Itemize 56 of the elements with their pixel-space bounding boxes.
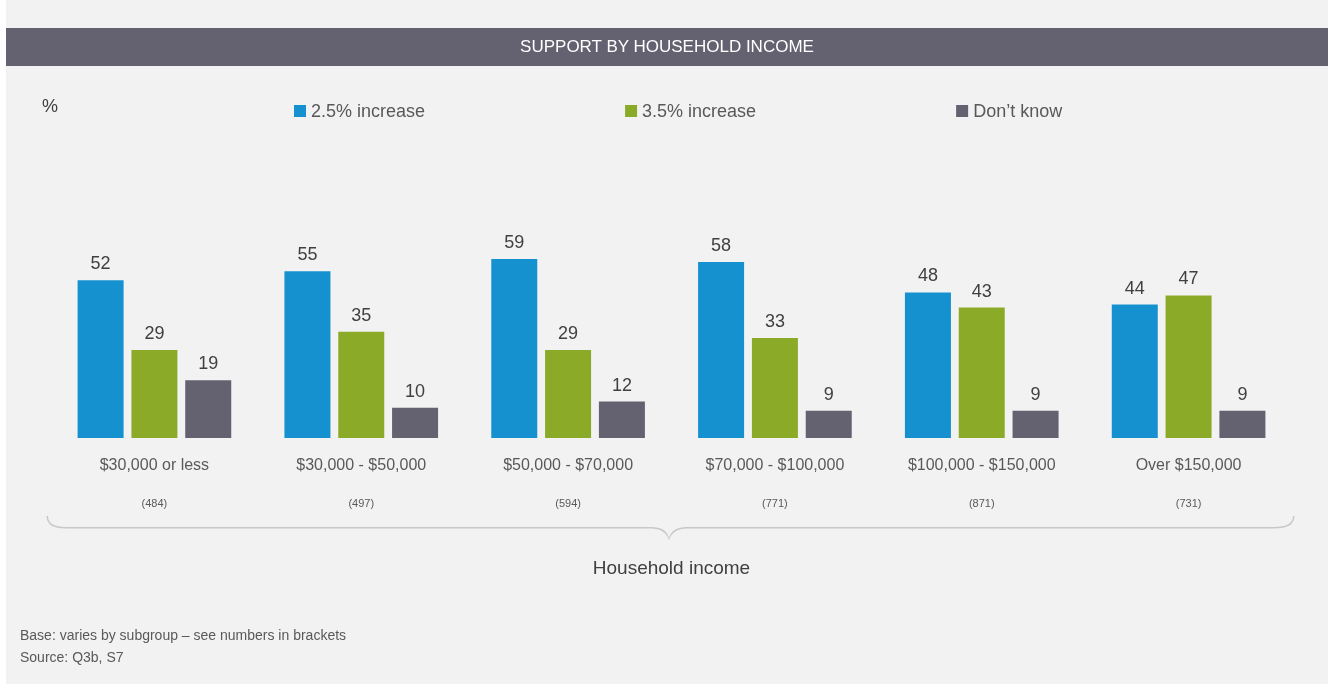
data-label: 44 <box>1124 277 1145 298</box>
chart-title: SUPPORT BY HOUSEHOLD INCOME <box>6 28 1328 66</box>
data-label: 48 <box>917 265 938 286</box>
data-label: 55 <box>297 244 318 265</box>
text: (497) <box>348 496 375 509</box>
text: (871) <box>968 496 995 509</box>
text: (484) <box>141 496 168 509</box>
bar <box>392 407 439 438</box>
text: % <box>42 96 59 116</box>
text: (731) <box>1175 496 1202 509</box>
data-label: 43 <box>971 280 992 301</box>
bar <box>1111 304 1158 438</box>
bar <box>185 380 232 438</box>
text: (771) <box>762 496 788 509</box>
text: (594) <box>555 496 581 509</box>
x-tick-label: $30,000 - $50,000 <box>296 455 427 473</box>
data-label: 29 <box>558 323 579 344</box>
data-label: 29 <box>144 323 165 344</box>
legend-label: 2.5% increase <box>311 101 426 121</box>
source-note: Source: Q3b, S7 <box>20 649 124 665</box>
bar <box>1219 410 1266 438</box>
bar <box>904 292 951 438</box>
bar <box>284 271 331 438</box>
x-tick-label: $50,000 - $70,000 <box>503 455 634 473</box>
data-label: 12 <box>611 374 632 395</box>
legend-label: Don’t know <box>973 101 1064 121</box>
data-label: 47 <box>1178 268 1199 289</box>
x-tick-label: $70,000 - $100,000 <box>705 455 845 473</box>
data-label: 9 <box>1030 383 1041 404</box>
bar <box>698 262 745 438</box>
data-label: 19 <box>198 353 219 374</box>
bar <box>491 259 538 438</box>
bar <box>131 350 178 438</box>
data-label: 9 <box>1237 383 1248 404</box>
data-label: 58 <box>711 235 732 256</box>
bar <box>1012 410 1059 438</box>
data-label: 52 <box>90 253 111 274</box>
bar <box>598 401 645 438</box>
x-tick-label: Over $150,000 <box>1135 455 1242 473</box>
bar <box>77 280 124 438</box>
bar <box>338 331 385 438</box>
text: Base: varies by subgroup – see numbers in brackets <box>20 627 347 643</box>
bar <box>805 410 852 438</box>
data-label: 35 <box>351 304 372 325</box>
legend-label: 3.5% increase <box>642 101 757 121</box>
data-label: 33 <box>764 310 785 331</box>
data-label: 9 <box>823 383 834 404</box>
bar <box>958 307 1005 438</box>
bar <box>1165 295 1212 438</box>
data-label: 59 <box>504 232 525 253</box>
x-tick-label: $100,000 - $150,000 <box>907 455 1056 473</box>
bar <box>751 337 798 438</box>
bar <box>545 350 592 438</box>
x-tick-label: $30,000 or less <box>99 455 210 473</box>
x-axis-title: Household income <box>592 557 751 578</box>
data-label: 10 <box>405 380 426 401</box>
